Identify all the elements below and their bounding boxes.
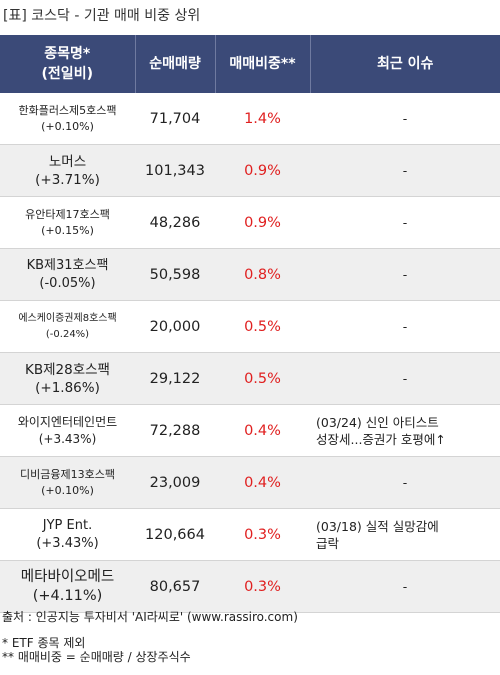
net-volume: 20,000: [135, 300, 215, 353]
stock-name-cell: KB제31호스팩 (-0.05%): [0, 248, 135, 301]
ratio-note: ** 매매비중 = 순매매량 / 상장주식수: [2, 650, 191, 664]
trade-ratio: 1.4%: [215, 93, 310, 145]
issue-line1: -: [402, 371, 408, 386]
trade-ratio: 0.9%: [215, 196, 310, 249]
table-row: JYP Ent. (+3.43%) 120,664 0.3% (03/18) 실적…: [0, 508, 500, 561]
table-row: 와이지엔터테인먼트 (+3.43%) 72,288 0.4% (03/24) 신인…: [0, 404, 500, 457]
trade-ratio: 0.3%: [215, 560, 310, 613]
table-row: 메타바이오메드 (+4.11%) 80,657 0.3% -: [0, 560, 500, 613]
stock-name-cell: 한화플러스제5호스팩 (+0.10%): [0, 93, 135, 145]
recent-issue: -: [310, 144, 500, 197]
issue-line1: -: [402, 111, 408, 126]
stock-change: (-0.05%): [39, 275, 96, 291]
issue-line1: (03/18) 실적 실망감에: [316, 518, 439, 534]
institution-trading-table: 종목명* (전일비) 순매매량 매매비중** 최근 이슈 한화플러스제5호스팩 (…: [0, 35, 500, 613]
trade-ratio: 0.8%: [215, 248, 310, 301]
net-volume: 120,664: [135, 508, 215, 561]
recent-issue: (03/24) 신인 아티스트 성장세...증권가 호평에↑: [310, 404, 500, 457]
stock-name: 노머스: [48, 153, 87, 170]
issue-line1: -: [402, 475, 408, 490]
trade-ratio: 0.3%: [215, 508, 310, 561]
recent-issue: (03/18) 실적 실망감에 급락: [310, 508, 500, 561]
table-row: 한화플러스제5호스팩 (+0.10%) 71,704 1.4% -: [0, 93, 500, 145]
table-row: 노머스 (+3.71%) 101,343 0.9% -: [0, 144, 500, 197]
source-note: 출처 : 인공지능 투자비서 'AI라씨로' (www.rassiro.com): [2, 610, 298, 624]
recent-issue: -: [310, 196, 500, 249]
trade-ratio: 0.5%: [215, 352, 310, 405]
table-row: KB제31호스팩 (-0.05%) 50,598 0.8% -: [0, 248, 500, 301]
stock-name: 메타바이오메드: [20, 568, 115, 585]
recent-issue: -: [310, 93, 500, 145]
stock-change: (+1.86%): [35, 379, 100, 396]
stock-change: (+0.10%): [41, 119, 94, 133]
stock-name-cell: 노머스 (+3.71%): [0, 144, 135, 197]
issue-line1: -: [402, 267, 408, 282]
issue-line2: 성장세...증권가 호평에↑: [316, 431, 446, 447]
issue-line1: -: [402, 215, 408, 230]
stock-name: 디비금융제13호스팩: [20, 467, 115, 481]
header-name-line1: 종목명*: [44, 46, 91, 62]
stock-name-cell: 유안타제17호스팩 (+0.15%): [0, 196, 135, 249]
stock-name-cell: JYP Ent. (+3.43%): [0, 508, 135, 561]
stock-name: KB제31호스팩: [26, 257, 109, 273]
header-name: 종목명* (전일비): [0, 35, 136, 93]
stock-change: (+0.10%): [41, 483, 94, 497]
stock-name: 한화플러스제5호스팩: [18, 103, 117, 117]
stock-change: (+3.43%): [36, 535, 99, 551]
recent-issue: -: [310, 456, 500, 509]
trade-ratio: 0.5%: [215, 300, 310, 353]
trade-ratio: 0.9%: [215, 144, 310, 197]
net-volume: 23,009: [135, 456, 215, 509]
stock-name: KB제28호스팩: [25, 361, 110, 378]
net-volume: 101,343: [135, 144, 215, 197]
net-volume: 80,657: [135, 560, 215, 613]
stock-name: 유안타제17호스팩: [25, 207, 110, 221]
stock-name: 와이지엔터테인먼트: [17, 414, 118, 429]
table-row: KB제28호스팩 (+1.86%) 29,122 0.5% -: [0, 352, 500, 405]
recent-issue: -: [310, 352, 500, 405]
stock-name-cell: 디비금융제13호스팩 (+0.10%): [0, 456, 135, 509]
table-row: 유안타제17호스팩 (+0.15%) 48,286 0.9% -: [0, 196, 500, 249]
stock-name-cell: KB제28호스팩 (+1.86%): [0, 352, 135, 405]
table-row: 디비금융제13호스팩 (+0.10%) 23,009 0.4% -: [0, 456, 500, 509]
recent-issue: -: [310, 560, 500, 613]
table-title: [표] 코스닥 - 기관 매매 비중 상위: [3, 8, 201, 24]
issue-line1: (03/24) 신인 아티스트: [316, 414, 439, 430]
header-issue: 최근 이슈: [310, 35, 500, 93]
stock-name-cell: 와이지엔터테인먼트 (+3.43%): [0, 404, 135, 457]
net-volume: 71,704: [135, 93, 215, 145]
stock-change: (+3.71%): [35, 171, 100, 188]
table-row: 에스케이증권제8호스팩 (-0.24%) 20,000 0.5% -: [0, 300, 500, 353]
recent-issue: -: [310, 248, 500, 301]
net-volume: 48,286: [135, 196, 215, 249]
issue-line1: -: [402, 319, 408, 334]
issue-line1: -: [402, 579, 408, 594]
stock-name-cell: 에스케이증권제8호스팩 (-0.24%): [0, 300, 135, 353]
stock-name: JYP Ent.: [42, 517, 93, 533]
net-volume: 50,598: [135, 248, 215, 301]
recent-issue: -: [310, 300, 500, 353]
issue-line1: -: [402, 163, 408, 178]
net-volume: 29,122: [135, 352, 215, 405]
stock-name-cell: 메타바이오메드 (+4.11%): [0, 560, 135, 613]
trade-ratio: 0.4%: [215, 404, 310, 457]
net-volume: 72,288: [135, 404, 215, 457]
header-ratio: 매매비중**: [215, 35, 311, 93]
stock-change: (+0.15%): [41, 223, 94, 237]
stock-name: 에스케이증권제8호스팩: [18, 312, 117, 324]
etf-note: * ETF 종목 제외: [2, 636, 86, 650]
stock-change: (+3.43%): [38, 431, 97, 446]
stock-change: (-0.24%): [45, 328, 90, 340]
header-row: 종목명* (전일비) 순매매량 매매비중** 최근 이슈: [0, 35, 500, 93]
header-name-line2: (전일비): [41, 66, 93, 82]
stock-change: (+4.11%): [32, 587, 103, 604]
issue-line2: 급락: [316, 535, 340, 551]
trade-ratio: 0.4%: [215, 456, 310, 509]
footer: 출처 : 인공지능 투자비서 'AI라씨로' (www.rassiro.com)…: [2, 610, 500, 664]
header-volume: 순매매량: [135, 35, 216, 93]
